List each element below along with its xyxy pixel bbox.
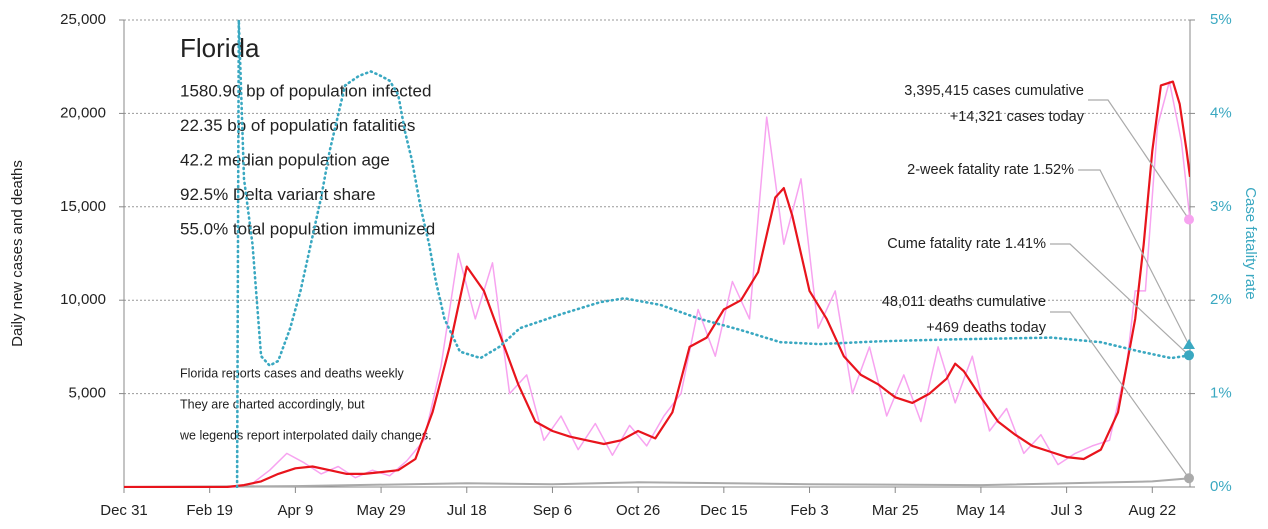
info-line: 1580.90 bp of population infected (180, 81, 431, 100)
x-tick-label: Oct 26 (616, 502, 660, 519)
y2-tick-label: 3% (1210, 198, 1232, 215)
x-tick-label: Feb 19 (186, 502, 233, 519)
marker (1184, 214, 1194, 225)
x-tick-label: May 29 (356, 502, 405, 519)
leader-line (1088, 99, 1190, 220)
marker (1184, 350, 1194, 361)
marker (1184, 473, 1194, 484)
x-tick-label: Mar 25 (872, 502, 919, 519)
y-tick-label: 20,000 (60, 104, 106, 121)
x-tick-label: Apr 9 (277, 502, 313, 519)
x-tick-label: May 14 (956, 502, 1005, 519)
y-tick-label: 15,000 (60, 198, 106, 215)
info-line: 42.2 median population age (180, 150, 390, 169)
y2-tick-label: 1% (1210, 385, 1232, 402)
annotation-text: Cume fatality rate 1.41% (887, 236, 1046, 252)
info-line: 22.35 bp of population fatalities (180, 116, 415, 135)
info-title: Florida (180, 33, 260, 63)
y2-tick-label: 2% (1210, 291, 1232, 308)
series-line (132, 80, 1190, 488)
y2-tick-label: 0% (1210, 478, 1232, 495)
x-tick-label: Dec 15 (700, 502, 748, 519)
note: They are charted accordingly, but (180, 397, 365, 411)
y2-axis-label: Case fatality rate (1242, 187, 1259, 300)
y2-tick-label: 4% (1210, 104, 1232, 121)
series-line (235, 18, 1190, 488)
marker (1183, 339, 1195, 350)
y-tick-label: 10,000 (60, 291, 106, 308)
annotation-text: 2-week fatality rate 1.52% (907, 162, 1074, 178)
note: Florida reports cases and deaths weekly (180, 366, 404, 380)
note: we legends report interpolated daily cha… (179, 428, 432, 442)
info-line: 92.5% Delta variant share (180, 185, 376, 204)
x-tick-label: Jul 3 (1051, 502, 1083, 519)
x-tick-label: Jul 18 (447, 502, 487, 519)
x-tick-label: Dec 31 (100, 502, 148, 519)
annotation-text: +14,321 cases today (950, 109, 1085, 125)
annotation-text: 3,395,415 cases cumulative (904, 83, 1084, 99)
y-axis-label: Daily new cases and deaths (9, 160, 26, 347)
plot-area (124, 18, 1190, 488)
x-tick-label: Aug 22 (1129, 502, 1177, 519)
annotation-text: +469 deaths today (926, 320, 1046, 336)
series-line (124, 80, 1190, 488)
leader-line (1050, 311, 1190, 479)
y2-tick-label: 5% (1210, 11, 1232, 28)
series-line (124, 477, 1190, 488)
leader-line (1050, 243, 1190, 356)
y-tick-label: 25,000 (60, 11, 106, 28)
annotation-text: 48,011 deaths cumulative (882, 294, 1046, 310)
info-line: 55.0% total population immunized (180, 219, 435, 238)
y-tick-label: 5,000 (68, 385, 106, 402)
leader-line (1078, 169, 1190, 346)
x-tick-label: Sep 6 (533, 502, 572, 519)
x-tick-label: Feb 3 (790, 502, 828, 519)
